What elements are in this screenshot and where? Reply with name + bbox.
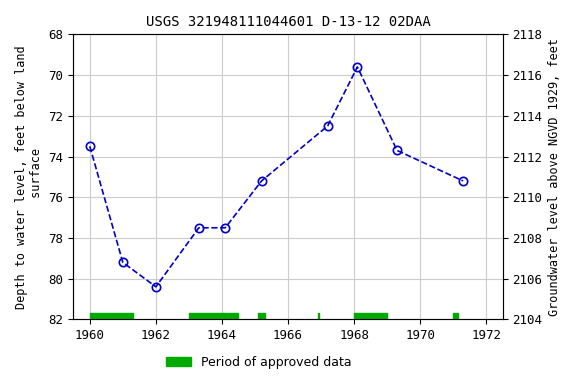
Y-axis label: Groundwater level above NGVD 1929, feet: Groundwater level above NGVD 1929, feet: [548, 38, 561, 316]
Y-axis label: Depth to water level, feet below land
 surface: Depth to water level, feet below land su…: [15, 45, 43, 309]
Title: USGS 321948111044601 D-13-12 02DAA: USGS 321948111044601 D-13-12 02DAA: [146, 15, 430, 29]
Legend: Period of approved data: Period of approved data: [161, 351, 357, 374]
